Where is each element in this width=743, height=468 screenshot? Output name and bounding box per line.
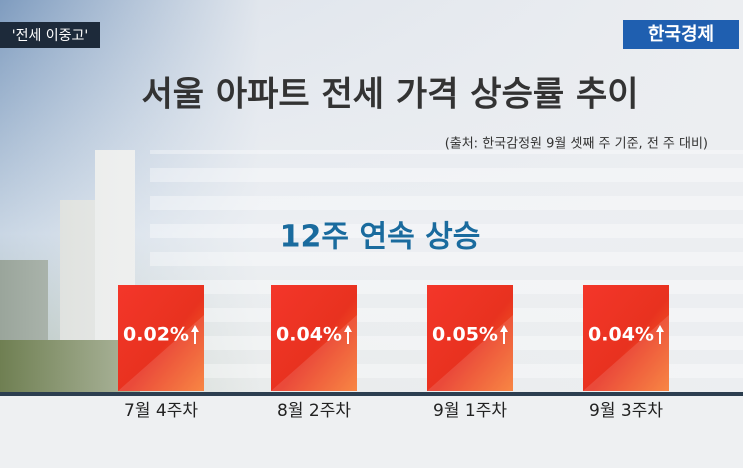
item: 0.02% 7월 4주차 [118, 285, 204, 421]
up-arrow [344, 325, 352, 344]
source: (출처: 한국감정원 9월 셋째 주 기준, 전 주 대비) [445, 137, 708, 152]
value-box [583, 285, 669, 391]
brand-box [623, 20, 739, 49]
item-label: 8월 2주차 [277, 401, 351, 421]
box-shine [583, 315, 669, 391]
floor [0, 396, 743, 468]
box-shine [271, 315, 357, 391]
value: 0.04% [276, 324, 342, 346]
tag: '전세 이중고' [12, 28, 89, 44]
item: 0.04% 8월 2주차 [271, 285, 357, 421]
box-shine [427, 315, 513, 391]
value: 0.04% [588, 324, 654, 346]
base-line [0, 392, 743, 396]
item: 0.05% 9월 1주차 [427, 285, 513, 421]
items: 0.02% 7월 4주차 0.04% 8월 2주차 0.05% 9월 1주차 0.04% 9월… [118, 285, 669, 421]
title: 서울 아파트 전세 가격 상승률 추이 [141, 75, 638, 115]
tag-box [0, 22, 100, 48]
value: 0.05% [432, 324, 498, 346]
up-arrow [656, 325, 664, 344]
value-box [271, 285, 357, 391]
item-label: 9월 3주차 [589, 401, 663, 421]
subtitle: 12주 연속 상승 [280, 220, 481, 255]
value: 0.02% [123, 324, 189, 346]
value-box [118, 285, 204, 391]
item-label: 7월 4주차 [124, 401, 198, 421]
brand: 한국경제 [648, 24, 714, 45]
item-label: 9월 1주차 [433, 401, 507, 421]
up-arrow [500, 325, 508, 344]
up-arrow [191, 325, 199, 344]
value-box [427, 285, 513, 391]
box-shine [118, 315, 204, 391]
item: 0.04% 9월 3주차 [583, 285, 669, 421]
